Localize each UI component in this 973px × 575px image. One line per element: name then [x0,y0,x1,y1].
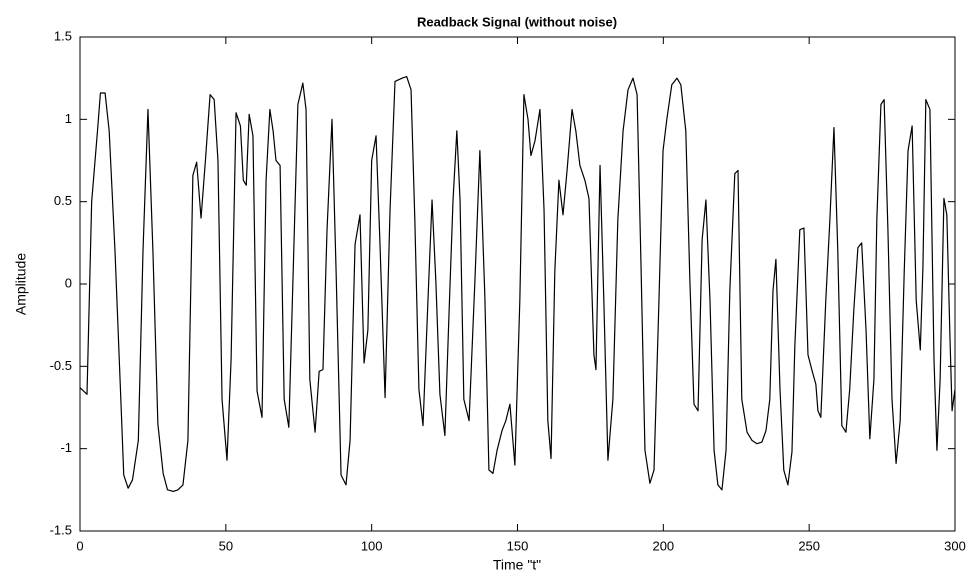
x-tick-label: 250 [798,538,820,553]
x-tick-label: 50 [219,538,233,553]
x-axis-label: Time "t" [493,557,541,573]
x-tick-label: 100 [361,538,383,553]
y-tick-label: 1 [65,111,72,126]
y-tick-label: -0.5 [50,358,72,373]
y-axis-label: Amplitude [13,253,29,315]
y-tick-label: 1.5 [54,28,72,43]
x-tick-label: 0 [76,538,83,553]
y-tick-label: 0.5 [54,193,72,208]
chart-title: Readback Signal (without noise) [417,14,617,29]
y-tick-label: -1 [60,440,72,455]
y-tick-label: -1.5 [50,522,72,537]
y-tick-label: 0 [65,275,72,290]
x-tick-label: 200 [652,538,674,553]
signal-line [79,75,956,493]
x-tick-label: 150 [507,538,529,553]
x-tick-label: 300 [944,538,966,553]
plot-frame [79,36,956,532]
